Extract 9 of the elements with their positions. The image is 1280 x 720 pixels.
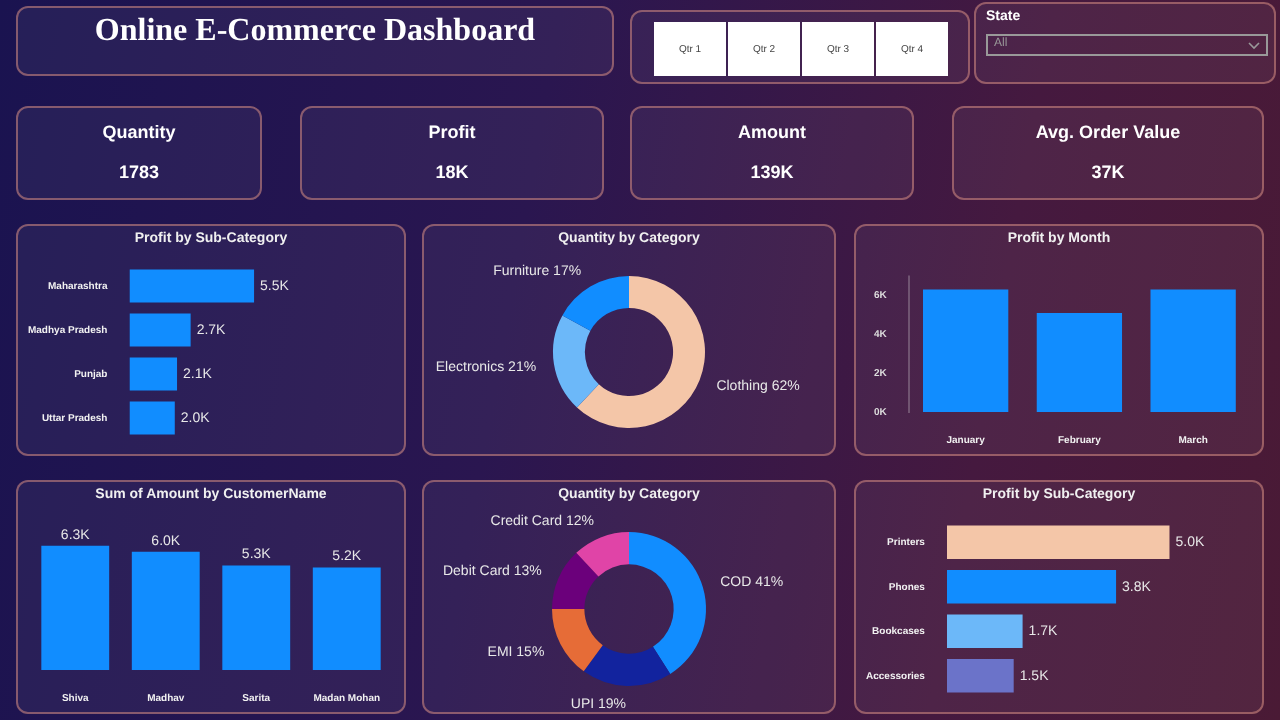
text: Avg. Order Value [1033,122,1183,142]
text: Online E-Commerce Dashboard [92,14,538,50]
text: Quantity [100,122,178,142]
text: 37K [1089,162,1127,182]
text: 139K [748,162,796,182]
text: 1783 [116,162,162,182]
text: Amount [736,122,808,142]
text: Profit [426,122,478,142]
text: 18K [433,162,471,182]
